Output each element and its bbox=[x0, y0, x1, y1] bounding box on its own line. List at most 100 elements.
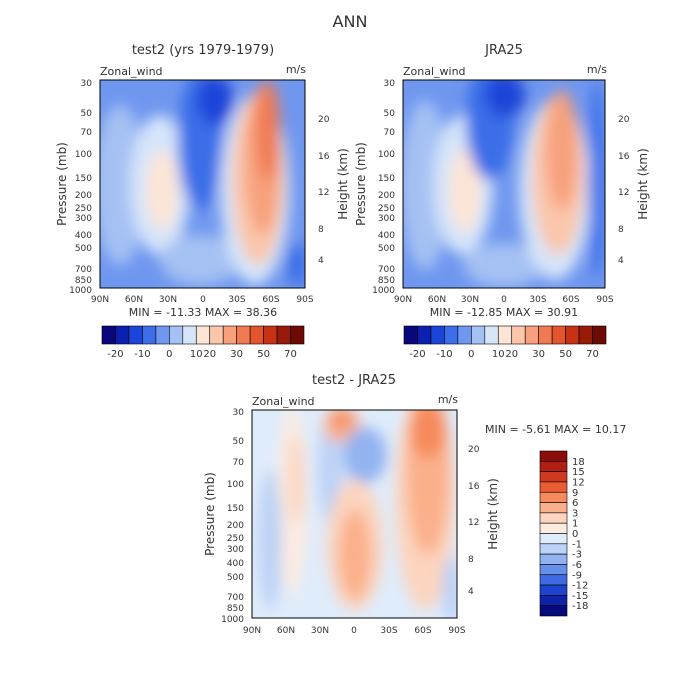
colorbar-swatch bbox=[444, 325, 459, 345]
colorbar-label: 15 bbox=[572, 467, 585, 478]
y-tick-label: 70 bbox=[233, 458, 245, 468]
panel-jra25: JRA25 Zonal_wind m/s 90N 60N 30N 0 bbox=[354, 43, 650, 360]
panel-difference: test2 - JRA25 Zonal_wind m/s bbox=[203, 373, 626, 636]
colorbar-swatch bbox=[195, 325, 211, 345]
colorbar-label: -3 bbox=[572, 550, 582, 561]
y-tick-label: 150 bbox=[227, 504, 244, 514]
colorbar-swatch bbox=[276, 325, 291, 345]
plot-frame bbox=[402, 79, 606, 289]
colorbar-swatch bbox=[511, 325, 526, 345]
colorbar-label: -10 bbox=[134, 349, 150, 360]
x-tick-label: 60N bbox=[277, 626, 295, 636]
contour-field bbox=[403, 80, 605, 288]
colorbar-label: 3 bbox=[572, 508, 578, 519]
colorbar-label: 1 bbox=[572, 519, 578, 530]
field-label: Zonal_wind bbox=[252, 395, 315, 408]
y-tick-label: 70 bbox=[384, 128, 396, 138]
colorbar-swatch bbox=[551, 325, 566, 345]
colorbar-label: 50 bbox=[559, 349, 572, 360]
colorbar-swatch bbox=[236, 325, 251, 345]
y-tick-label: 50 bbox=[233, 437, 245, 447]
y-tick-label: 30 bbox=[233, 408, 245, 418]
y-tick-label: 1000 bbox=[221, 615, 244, 625]
page-title: ANN bbox=[333, 12, 368, 31]
y-right-axis-label: Height (km) bbox=[636, 148, 650, 219]
y-tick-label: 250 bbox=[378, 204, 395, 214]
y-axis-label: Pressure (mb) bbox=[55, 142, 69, 226]
y-tick-label: 500 bbox=[227, 573, 244, 583]
colorbar-label: -20 bbox=[409, 349, 425, 360]
y-tick-label: 400 bbox=[227, 559, 244, 569]
y-tick-label: 500 bbox=[75, 244, 92, 254]
field-label: Zonal_wind bbox=[403, 65, 466, 78]
colorbar-swatch bbox=[539, 574, 568, 586]
y-tick-label: 1000 bbox=[372, 286, 395, 296]
x-axis: 90N 60N 30N 0 30S 60S 90S bbox=[394, 295, 614, 305]
colorbar-swatch bbox=[539, 564, 568, 576]
colorbar-swatch bbox=[403, 325, 418, 345]
y-tick-label: 100 bbox=[227, 480, 244, 490]
x-tick-label: 60S bbox=[562, 295, 579, 305]
colorbar: -20 -10 0 10 20 30 50 70 bbox=[403, 325, 607, 360]
colorbar-label: -18 bbox=[572, 601, 588, 612]
colorbar-label: -20 bbox=[107, 349, 123, 360]
colorbar-swatch bbox=[578, 325, 593, 345]
panel-title: JRA25 bbox=[484, 43, 523, 58]
y-axis: 30 50 70 100 150 200 250 300 400 500 700… bbox=[55, 79, 92, 296]
y-axis-label: Pressure (mb) bbox=[203, 472, 217, 556]
colorbar-swatch bbox=[182, 325, 197, 345]
y-right-tick-label: 8 bbox=[318, 225, 324, 235]
y-tick-label: 30 bbox=[384, 79, 396, 89]
colorbar-label: 20 bbox=[203, 349, 216, 360]
x-tick-label: 30N bbox=[311, 626, 329, 636]
y-right-tick-label: 20 bbox=[618, 115, 630, 125]
plot-frame bbox=[251, 409, 458, 619]
colorbar-swatch bbox=[457, 325, 472, 345]
y-axis-label: Pressure (mb) bbox=[354, 142, 368, 226]
colorbar-swatch bbox=[484, 325, 499, 345]
units-label: m/s bbox=[286, 63, 306, 76]
colorbar-swatch bbox=[539, 553, 568, 565]
y-right-axis-label: Height (km) bbox=[336, 148, 350, 219]
y-right-axis: 20 16 12 8 4 Height (km) bbox=[468, 445, 500, 597]
panel-title: test2 - JRA25 bbox=[312, 373, 396, 388]
colorbar-swatch bbox=[539, 502, 568, 514]
y-tick-label: 30 bbox=[81, 79, 93, 89]
colorbar-label: 70 bbox=[586, 349, 599, 360]
y-right-tick-label: 8 bbox=[618, 225, 624, 235]
colorbar-swatch bbox=[539, 491, 568, 503]
y-right-axis: 20 16 12 8 4 Height (km) bbox=[318, 115, 350, 266]
colorbar-label: 30 bbox=[230, 349, 243, 360]
colorbar-label: 20 bbox=[505, 349, 518, 360]
colorbar-swatch bbox=[249, 325, 264, 345]
y-tick-label: 200 bbox=[75, 191, 92, 201]
contour-field bbox=[100, 80, 305, 288]
x-axis: 90N 60N 30N 0 30S 60S 90S bbox=[243, 626, 466, 636]
colorbar-swatch bbox=[290, 325, 305, 345]
x-tick-label: 90N bbox=[91, 295, 109, 305]
y-tick-label: 300 bbox=[75, 214, 92, 224]
y-right-tick-label: 8 bbox=[468, 555, 474, 565]
colorbar: -20 -10 0 10 20 30 50 70 bbox=[101, 325, 305, 360]
colorbar-swatch bbox=[101, 325, 116, 345]
x-tick-label: 60S bbox=[262, 295, 279, 305]
colorbar-label: 18 bbox=[572, 457, 585, 468]
colorbar-label: -15 bbox=[572, 591, 588, 602]
x-tick-label: 90S bbox=[448, 626, 465, 636]
colorbar-swatch bbox=[430, 325, 445, 345]
colorbar-swatch bbox=[539, 543, 568, 555]
stats-text: MIN = -11.33 MAX = 38.36 bbox=[129, 306, 277, 319]
y-tick-label: 50 bbox=[81, 109, 93, 119]
y-tick-label: 400 bbox=[75, 231, 92, 241]
colorbar-swatch bbox=[539, 512, 568, 524]
colorbar-swatch bbox=[539, 461, 568, 472]
y-tick-label: 300 bbox=[227, 545, 244, 555]
colorbar-label: 10 bbox=[190, 349, 203, 360]
colorbar-swatch bbox=[115, 325, 130, 345]
y-tick-label: 850 bbox=[378, 276, 395, 286]
y-right-axis-label: Height (km) bbox=[486, 478, 500, 549]
y-tick-label: 500 bbox=[378, 244, 395, 254]
y-tick-label: 250 bbox=[227, 534, 244, 544]
colorbar-swatch bbox=[565, 325, 580, 345]
x-tick-label: 30N bbox=[159, 295, 177, 305]
